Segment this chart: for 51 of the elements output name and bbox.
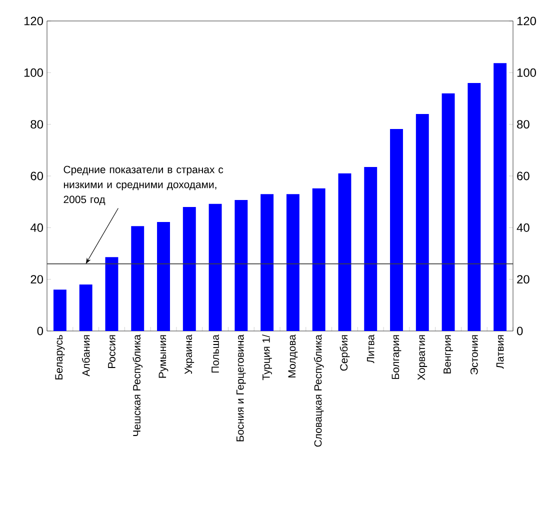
x-tick-label: Словацкая Республика xyxy=(314,334,324,447)
y-tick-label: 120 xyxy=(517,16,536,26)
bar xyxy=(260,194,274,331)
y-tick-label: 20 xyxy=(517,275,530,284)
y-tick-label: 80 xyxy=(517,120,530,129)
y2-tick-label: 0 xyxy=(37,326,44,336)
x-tick-label: Чешская Республика xyxy=(132,334,143,436)
y-tick-label: 100 xyxy=(517,68,536,77)
bar xyxy=(182,206,196,331)
x-tick-label: Албания xyxy=(82,335,90,376)
x-tick-label: Болгария xyxy=(392,335,402,379)
bar xyxy=(494,63,507,331)
bar xyxy=(364,166,378,331)
x-tick-label: Молдова xyxy=(288,334,298,378)
x-tick-label: Турция 1/ xyxy=(262,334,272,380)
y-tick-label: 0 xyxy=(517,326,523,336)
bar xyxy=(208,204,222,331)
y2-tick-label: 40 xyxy=(30,223,44,232)
x-tick-label: Хорватия xyxy=(418,335,428,380)
x-tick-label: Румыния xyxy=(158,335,168,378)
y2-tick-label: 120 xyxy=(24,16,44,26)
bar xyxy=(286,194,300,331)
x-tick-label: Россия xyxy=(108,335,116,368)
x-tick-label: Сербия xyxy=(340,335,350,371)
bar xyxy=(79,284,92,331)
x-tick-label: Польша xyxy=(212,334,219,373)
x-tick-label: Украина xyxy=(184,334,194,374)
x-tick-label: Эстония xyxy=(470,335,478,374)
x-tick-label: Латвия xyxy=(496,335,504,369)
x-tick-label: Босния и Герцеговина xyxy=(236,334,246,442)
x-tick-label: Литва xyxy=(366,334,374,364)
bar xyxy=(442,93,455,331)
x-tick-label: Венгрия xyxy=(444,335,453,374)
bar xyxy=(390,128,403,331)
y-tick-label: 60 xyxy=(517,172,530,180)
bar xyxy=(157,222,170,331)
y2-tick-label: 100 xyxy=(24,68,44,77)
annotation: Средние показатели в странах с низкими и средними доходами, 2005 год xyxy=(64,166,224,206)
bar xyxy=(312,188,326,331)
y-tick-label: 40 xyxy=(516,223,530,232)
bar xyxy=(338,173,352,331)
bar xyxy=(131,226,144,331)
bar xyxy=(468,82,481,331)
bar xyxy=(234,200,248,331)
x-tick-label: Беларусь xyxy=(55,334,65,380)
bar xyxy=(53,290,66,331)
y2-tick-label: 20 xyxy=(30,275,44,284)
y2-tick-label: 60 xyxy=(30,172,44,180)
y2-tick-label: 80 xyxy=(30,120,44,129)
bar xyxy=(416,114,429,331)
bar xyxy=(105,257,118,331)
